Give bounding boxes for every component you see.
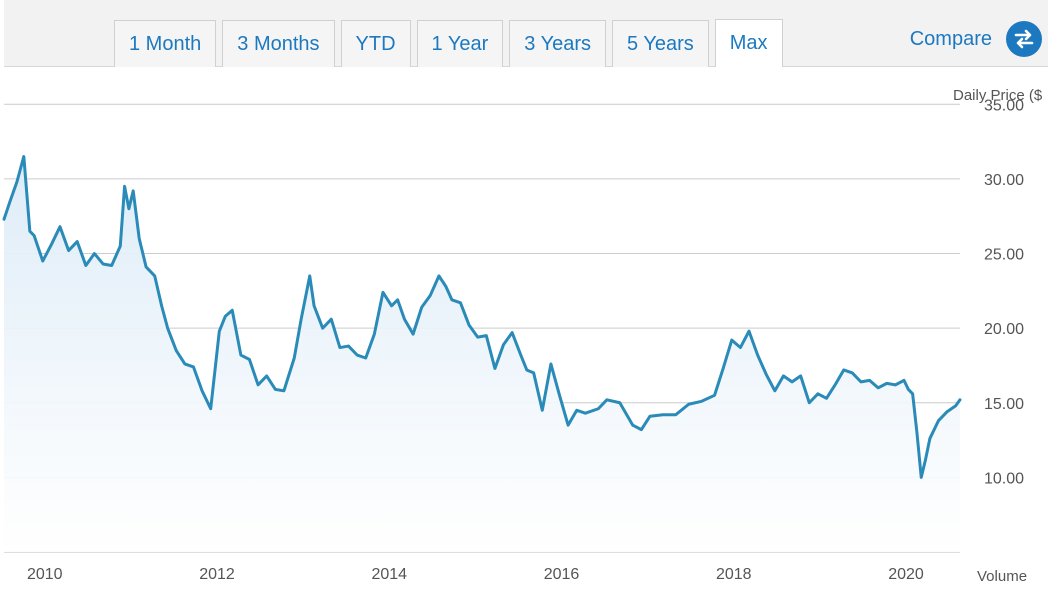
y-tick-label: 25.00: [984, 247, 1024, 264]
tab-1-year[interactable]: 1 Year: [416, 20, 504, 67]
y-tick-label: 15.00: [984, 396, 1024, 413]
swap-arrows-icon[interactable]: [1006, 21, 1042, 57]
x-tick-label: 2014: [371, 566, 407, 583]
tab-1-month[interactable]: 1 Month: [114, 20, 217, 67]
tab-max[interactable]: Max: [714, 19, 783, 68]
area-layer: [4, 156, 960, 552]
x-tick-label: 2010: [27, 566, 63, 583]
price-chart: 35.00 30.00 25.00 20.00 15.00 10.00 2010 2012 2…: [0, 67, 1048, 599]
compare-button[interactable]: Compare: [909, 28, 992, 50]
x-tick-label: 2012: [199, 566, 235, 583]
range-toolbar: 1 Month 3 Months YTD 1 Year 3 Years 5 Ye…: [4, 0, 1048, 68]
x-tick-label: 2020: [888, 566, 924, 583]
price-line: [2, 155, 962, 479]
line-layer: [2, 155, 962, 479]
price-area: [4, 156, 960, 552]
y-tick-label: 30.00: [984, 172, 1024, 189]
swap-arrows-glyph: [1014, 29, 1034, 49]
volume-label: Volume: [977, 568, 1028, 585]
x-tick-label: 2016: [544, 566, 580, 583]
y-tick-labels: 35.00 30.00 25.00 20.00 15.00 10.00: [984, 97, 1024, 487]
tab-3-years[interactable]: 3 Years: [509, 20, 606, 67]
tab-5-years[interactable]: 5 Years: [612, 20, 709, 67]
range-tabs: 1 Month 3 Months YTD 1 Year 3 Years 5 Ye…: [114, 19, 783, 68]
y-tick-label: 10.00: [984, 470, 1024, 487]
y-axis-label: Daily Price ($: [953, 87, 1043, 104]
x-tick-label: 2018: [716, 566, 752, 583]
x-tick-labels: 2010 2012 2014 2016 2018 2020: [27, 566, 924, 583]
y-tick-label: 20.00: [984, 321, 1024, 338]
tab-ytd[interactable]: YTD: [340, 20, 411, 67]
y-tick-label: 35.00: [984, 97, 1024, 114]
tab-3-months[interactable]: 3 Months: [222, 20, 335, 67]
